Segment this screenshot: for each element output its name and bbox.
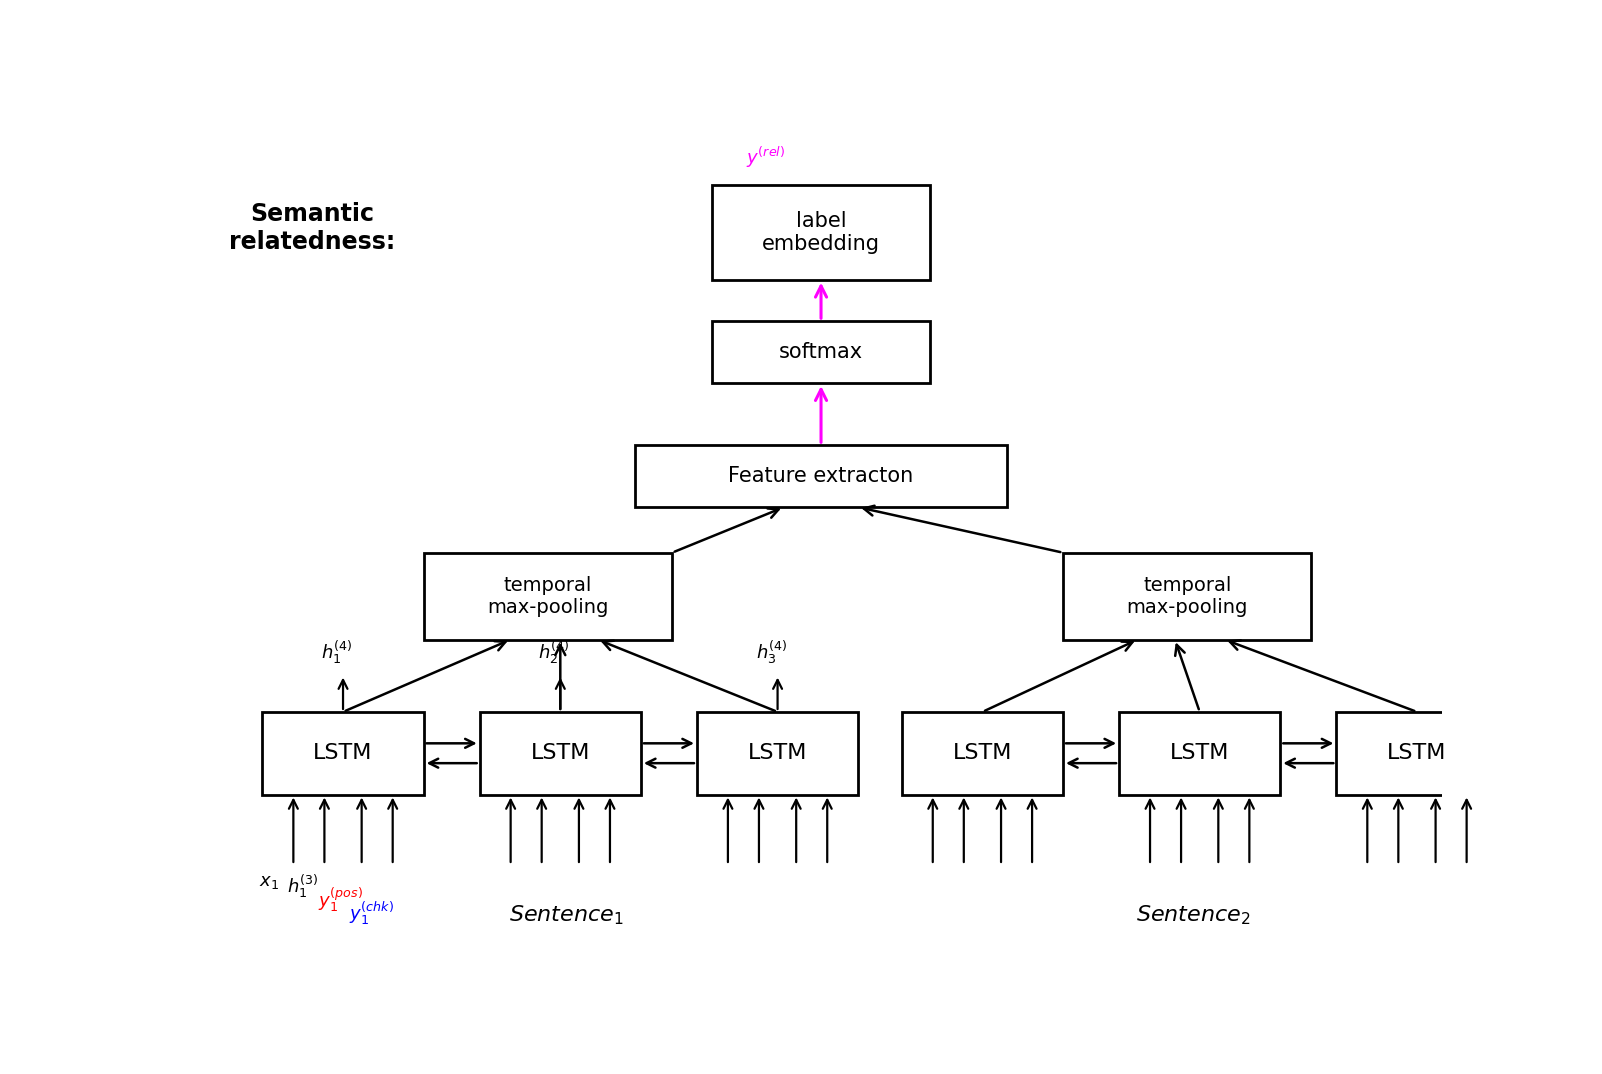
Text: $y^{(rel)}$: $y^{(rel)}$	[745, 145, 785, 170]
FancyBboxPatch shape	[1336, 712, 1498, 795]
FancyBboxPatch shape	[713, 321, 929, 383]
Text: $h_3^{(4)}$: $h_3^{(4)}$	[756, 639, 787, 666]
Text: label
embedding: label embedding	[763, 211, 879, 253]
FancyBboxPatch shape	[263, 712, 423, 795]
Text: LSTM: LSTM	[530, 743, 590, 764]
Text: $y_1^{(chk)}$: $y_1^{(chk)}$	[349, 900, 394, 928]
FancyBboxPatch shape	[902, 712, 1064, 795]
Text: LSTM: LSTM	[314, 743, 373, 764]
FancyBboxPatch shape	[634, 446, 1008, 507]
Text: $y_1^{(pos)}$: $y_1^{(pos)}$	[319, 886, 364, 914]
Text: $x_1$: $x_1$	[258, 873, 279, 891]
Text: $Sentence_1$: $Sentence_1$	[509, 903, 623, 927]
Text: $h_1^{(4)}$: $h_1^{(4)}$	[320, 639, 352, 666]
FancyBboxPatch shape	[1118, 712, 1280, 795]
FancyBboxPatch shape	[1064, 553, 1312, 639]
Text: LSTM: LSTM	[1387, 743, 1447, 764]
FancyBboxPatch shape	[423, 553, 673, 639]
Text: LSTM: LSTM	[953, 743, 1012, 764]
Text: Feature extracton: Feature extracton	[729, 466, 913, 487]
Text: temporal
max-pooling: temporal max-pooling	[487, 576, 609, 616]
Text: $h_1^{(3)}$: $h_1^{(3)}$	[287, 873, 319, 900]
Text: $Sentence_2$: $Sentence_2$	[1136, 903, 1251, 927]
Text: LSTM: LSTM	[748, 743, 807, 764]
Text: softmax: softmax	[779, 343, 863, 362]
FancyBboxPatch shape	[713, 185, 929, 280]
Text: $h_2^{(4)}$: $h_2^{(4)}$	[538, 639, 570, 666]
Text: Semantic
relatedness:: Semantic relatedness:	[229, 202, 396, 255]
Text: temporal
max-pooling: temporal max-pooling	[1126, 576, 1248, 616]
FancyBboxPatch shape	[479, 712, 641, 795]
FancyBboxPatch shape	[697, 712, 859, 795]
Text: LSTM: LSTM	[1169, 743, 1229, 764]
